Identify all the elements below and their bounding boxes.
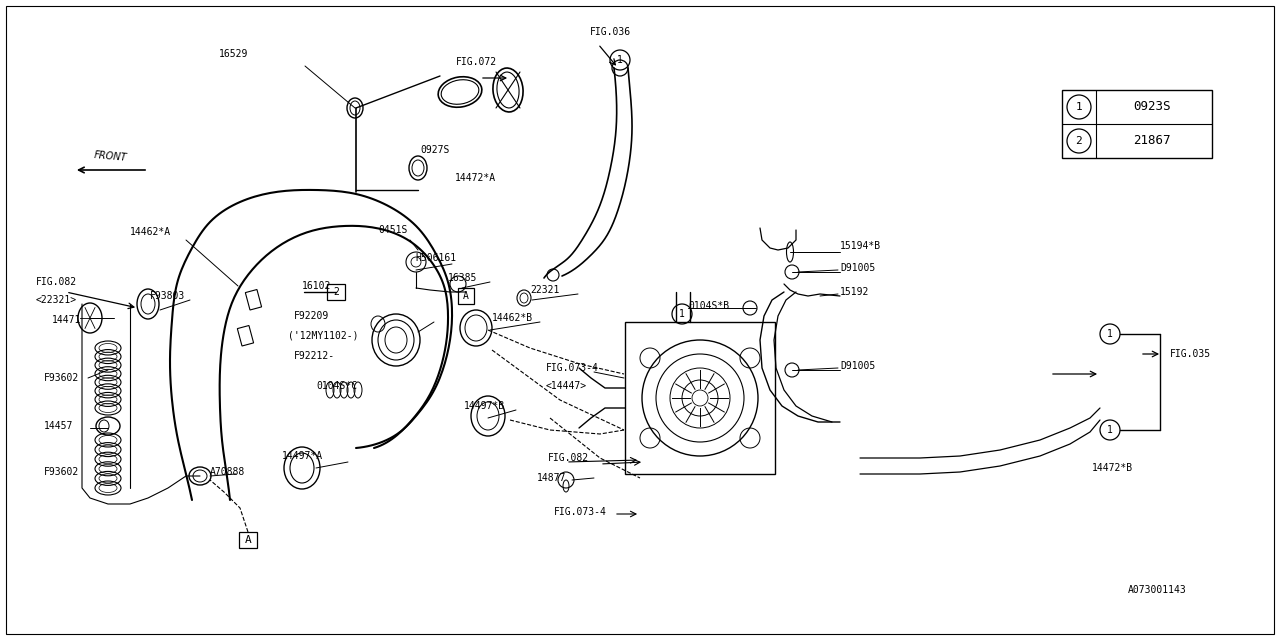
Text: 0927S: 0927S	[420, 145, 449, 155]
Text: A70888: A70888	[210, 467, 246, 477]
Text: D91005: D91005	[840, 361, 876, 371]
Text: 2: 2	[333, 287, 339, 297]
Bar	[239, 532, 257, 548]
Text: FIG.035: FIG.035	[1170, 349, 1211, 359]
Text: 0451S: 0451S	[378, 225, 407, 235]
Text: FRONT: FRONT	[93, 150, 128, 163]
Text: FIG.073-4: FIG.073-4	[554, 507, 607, 517]
Text: FIG.082: FIG.082	[548, 453, 589, 463]
Text: H506161: H506161	[415, 253, 456, 263]
Text: 16529: 16529	[219, 49, 248, 59]
Text: <14447>: <14447>	[547, 381, 588, 391]
Bar	[458, 288, 474, 304]
Text: 15192: 15192	[840, 287, 869, 297]
Text: ('12MY1102-): ('12MY1102-)	[288, 331, 358, 341]
Text: 1: 1	[1075, 102, 1083, 112]
Bar	[625, 322, 774, 474]
Bar	[1062, 90, 1212, 158]
Text: 1: 1	[617, 55, 623, 65]
Text: 14457: 14457	[44, 421, 73, 431]
Text: FIG.036: FIG.036	[590, 27, 631, 37]
Text: A: A	[244, 535, 251, 545]
Text: F93803: F93803	[150, 291, 186, 301]
Text: 14462*B: 14462*B	[492, 313, 534, 323]
Text: 14472*A: 14472*A	[454, 173, 497, 183]
Text: 16385: 16385	[448, 273, 477, 283]
Text: D91005: D91005	[840, 263, 876, 273]
Text: FIG.073-4: FIG.073-4	[547, 363, 599, 373]
Text: FIG.072: FIG.072	[456, 57, 497, 67]
Text: 14471: 14471	[52, 315, 82, 325]
Text: FIG.082: FIG.082	[36, 277, 77, 287]
Text: 16102: 16102	[302, 281, 332, 291]
Text: F92212-: F92212-	[294, 351, 335, 361]
Text: 1: 1	[680, 309, 685, 319]
Text: 1: 1	[1107, 425, 1112, 435]
Text: <22321>: <22321>	[36, 295, 77, 305]
Text: 22321: 22321	[530, 285, 559, 295]
Text: 15194*B: 15194*B	[840, 241, 881, 251]
Text: 14497*A: 14497*A	[282, 451, 323, 461]
Text: 2: 2	[1075, 136, 1083, 146]
Text: 14472*B: 14472*B	[1092, 463, 1133, 473]
Text: F93602: F93602	[44, 467, 79, 477]
Text: F93602: F93602	[44, 373, 79, 383]
Text: A: A	[463, 291, 468, 301]
Text: 0923S: 0923S	[1133, 100, 1171, 113]
Text: 14462*A: 14462*A	[131, 227, 172, 237]
Text: 1: 1	[1107, 329, 1112, 339]
Text: 0104S*B: 0104S*B	[689, 301, 730, 311]
Bar	[237, 326, 253, 346]
Text: 21867: 21867	[1133, 134, 1171, 147]
Text: 14497*B: 14497*B	[465, 401, 506, 411]
Bar	[246, 289, 261, 310]
Bar	[326, 284, 346, 300]
Text: 14877: 14877	[538, 473, 566, 483]
Text: F92209: F92209	[294, 311, 329, 321]
Text: A073001143: A073001143	[1128, 585, 1187, 595]
Text: 0104S*C: 0104S*C	[316, 381, 357, 391]
